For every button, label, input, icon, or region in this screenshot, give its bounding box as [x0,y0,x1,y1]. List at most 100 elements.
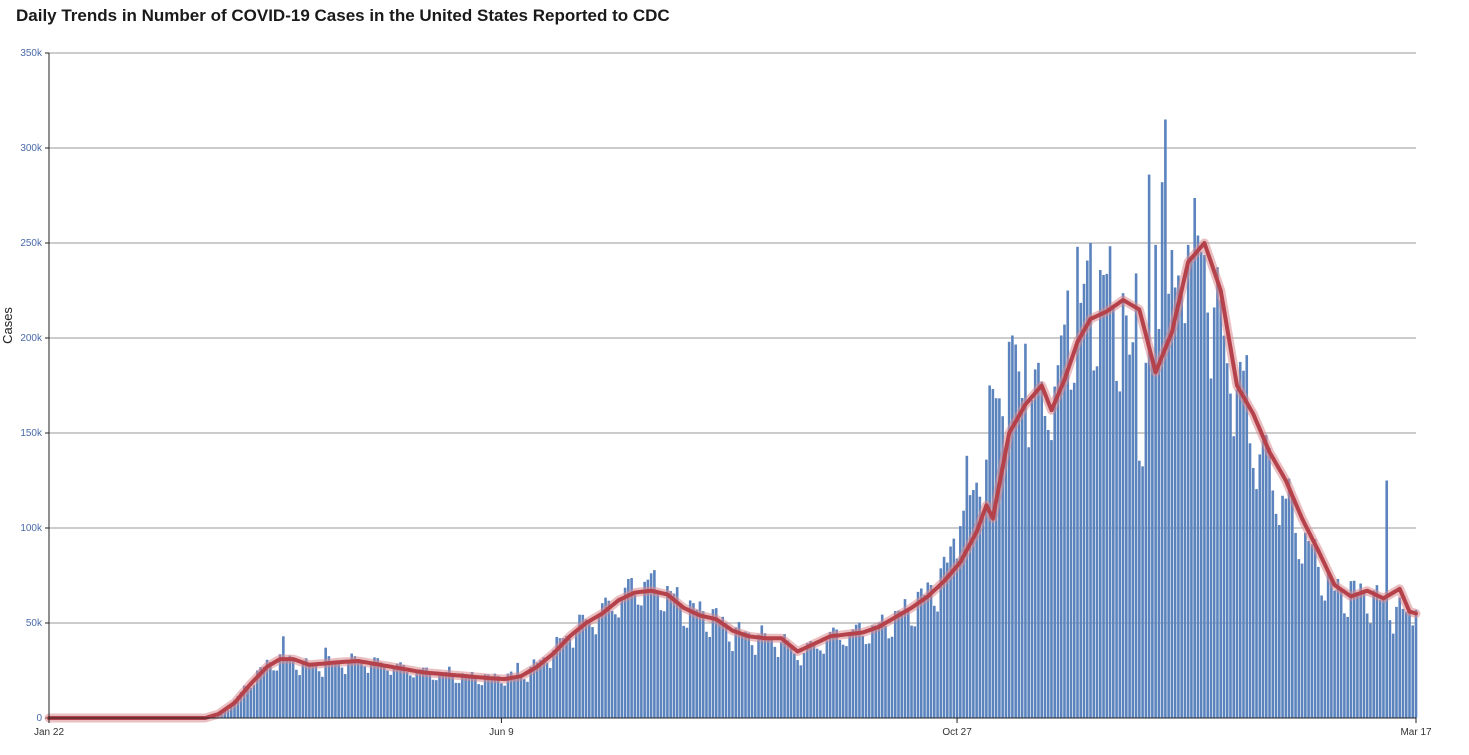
daily-cases-bar[interactable] [451,676,454,718]
daily-cases-bar[interactable] [448,666,451,718]
daily-cases-bar[interactable] [1177,275,1180,718]
daily-cases-bar[interactable] [1059,335,1063,718]
daily-cases-bar[interactable] [350,653,353,718]
daily-cases-bar[interactable] [994,398,998,718]
daily-cases-bar[interactable] [1076,246,1079,719]
daily-cases-bar[interactable] [304,658,308,718]
daily-cases-bar[interactable] [698,601,702,718]
daily-cases-bar[interactable] [363,666,367,718]
daily-cases-bar[interactable] [1160,182,1164,718]
daily-cases-bar[interactable] [1134,273,1138,718]
daily-cases-bar[interactable] [835,629,838,718]
daily-cases-bar[interactable] [929,584,933,718]
daily-cases-bar[interactable] [760,625,764,718]
daily-cases-bar[interactable] [513,675,516,718]
daily-cases-bar[interactable] [1105,273,1109,718]
daily-cases-bar[interactable] [1229,393,1232,718]
daily-cases-bar[interactable] [500,683,503,718]
daily-cases-bar[interactable] [633,594,637,718]
daily-cases-bar[interactable] [705,631,708,718]
daily-cases-bar[interactable] [415,670,419,718]
daily-cases-bar[interactable] [1001,416,1004,718]
daily-cases-bar[interactable] [692,603,695,718]
daily-cases-bar[interactable] [607,600,611,718]
daily-cases-bar[interactable] [659,610,663,718]
daily-cases-bar[interactable] [369,663,373,718]
daily-cases-bar[interactable] [581,614,585,718]
daily-cases-bar[interactable] [242,685,246,718]
daily-cases-bar[interactable] [926,582,930,718]
daily-cases-bar[interactable] [1063,324,1066,718]
daily-cases-bar[interactable] [1092,370,1096,718]
daily-cases-bar[interactable] [480,685,484,718]
daily-cases-bar[interactable] [1108,246,1112,718]
daily-cases-bar[interactable] [1264,435,1268,718]
daily-cases-bar[interactable] [1310,544,1314,718]
daily-cases-bar[interactable] [1020,397,1024,718]
daily-cases-bar[interactable] [916,591,920,718]
daily-cases-bar[interactable] [972,490,975,718]
daily-cases-bar[interactable] [353,656,357,718]
daily-cases-bar[interactable] [1037,362,1040,718]
daily-cases-bar[interactable] [880,614,884,718]
daily-cases-bar[interactable] [382,667,386,718]
daily-cases-bar[interactable] [890,636,894,718]
daily-cases-bar[interactable] [509,671,513,718]
daily-cases-bar[interactable] [841,644,845,718]
daily-cases-bar[interactable] [431,679,435,718]
daily-cases-bar[interactable] [565,635,568,718]
daily-cases-bar[interactable] [867,643,871,718]
daily-cases-bar[interactable] [955,558,959,718]
daily-cases-bar[interactable] [1125,315,1128,718]
daily-cases-bar[interactable] [265,659,269,718]
daily-cases-bar[interactable] [1408,612,1411,718]
daily-cases-bar[interactable] [1320,595,1323,718]
daily-cases-bar[interactable] [1212,307,1216,718]
daily-cases-bar[interactable] [360,662,363,718]
daily-cases-bar[interactable] [1326,571,1330,718]
daily-cases-bar[interactable] [939,568,943,718]
moving-average-line[interactable] [47,241,1418,720]
daily-cases-bar[interactable] [330,660,334,718]
daily-cases-bar[interactable] [321,676,324,718]
daily-cases-bar[interactable] [1313,539,1317,718]
daily-cases-bar[interactable] [614,614,617,718]
daily-cases-bar[interactable] [1027,447,1030,718]
daily-cases-bar[interactable] [236,696,240,718]
daily-cases-bar[interactable] [832,627,835,718]
daily-cases-bar[interactable] [1098,270,1102,718]
daily-cases-bar[interactable] [851,629,855,718]
daily-cases-bar[interactable] [477,684,480,718]
daily-cases-bar[interactable] [249,687,253,718]
daily-cases-bar[interactable] [597,616,601,718]
daily-cases-bar[interactable] [776,657,780,718]
daily-cases-bar[interactable] [1079,302,1083,718]
daily-cases-bar[interactable] [461,673,464,718]
daily-cases-bar[interactable] [1167,293,1170,718]
daily-cases-bar[interactable] [1196,235,1200,718]
daily-cases-bar[interactable] [1066,290,1070,719]
daily-cases-bar[interactable] [1235,389,1239,718]
daily-cases-bar[interactable] [542,657,546,718]
daily-cases-bar[interactable] [379,662,383,718]
daily-cases-bar[interactable] [522,679,526,718]
daily-cases-bar[interactable] [526,681,529,718]
daily-cases-bar[interactable] [838,640,842,718]
daily-cases-bar[interactable] [1346,616,1349,718]
daily-cases-bar[interactable] [630,578,633,718]
daily-cases-bar[interactable] [285,659,288,718]
daily-cases-bar[interactable] [1053,386,1057,718]
daily-cases-bar[interactable] [1307,540,1310,718]
daily-cases-bar[interactable] [877,622,881,718]
daily-cases-bar[interactable] [688,600,692,718]
daily-cases-bar[interactable] [919,588,923,718]
daily-cases-bar[interactable] [965,455,969,718]
daily-cases-bar[interactable] [324,647,327,718]
daily-cases-bar[interactable] [1199,251,1203,719]
daily-cases-bar[interactable] [815,648,819,718]
daily-cases-bar[interactable] [884,625,887,718]
daily-cases-bar[interactable] [1284,498,1288,718]
daily-cases-bar[interactable] [793,653,796,718]
daily-cases-bar[interactable] [675,587,679,718]
daily-cases-bar[interactable] [282,636,285,718]
